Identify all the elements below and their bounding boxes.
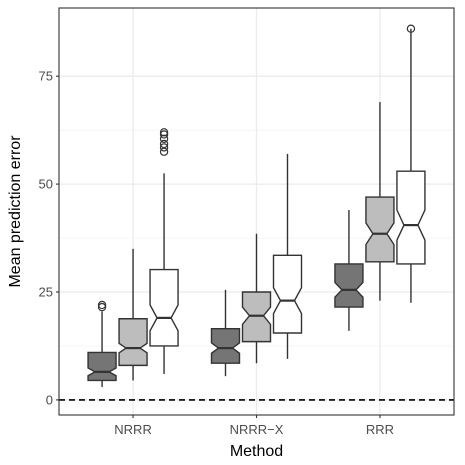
y-tick-label: 75 xyxy=(39,69,53,84)
outlier-point xyxy=(159,128,169,137)
box-body xyxy=(87,351,117,382)
outlier-point xyxy=(159,139,169,149)
x-tick-label: NRRR xyxy=(114,422,152,437)
y-tick-label: 25 xyxy=(39,284,53,299)
y-tick-label: 50 xyxy=(39,177,53,192)
outlier-point xyxy=(159,134,169,143)
box-body xyxy=(118,318,148,367)
box-body xyxy=(396,170,426,265)
x-tick-label: RRR xyxy=(366,422,394,437)
outlier-point xyxy=(406,24,416,33)
y-tick-label: 0 xyxy=(46,392,53,407)
box-body xyxy=(210,327,241,364)
box-body xyxy=(365,196,395,263)
box-body xyxy=(272,254,303,334)
axes-layer: 0 25 50 75 NRRR NRRR−X RRR xyxy=(39,69,394,437)
x-axis-title: Method xyxy=(230,443,283,460)
x-tick-label: NRRR−X xyxy=(230,422,284,437)
y-axis-title: Mean prediction error xyxy=(7,135,24,288)
outlier-point xyxy=(159,143,169,152)
box-body xyxy=(149,268,179,347)
box-body xyxy=(334,263,364,308)
boxes-layer xyxy=(87,24,426,387)
outlier-point xyxy=(97,300,107,310)
